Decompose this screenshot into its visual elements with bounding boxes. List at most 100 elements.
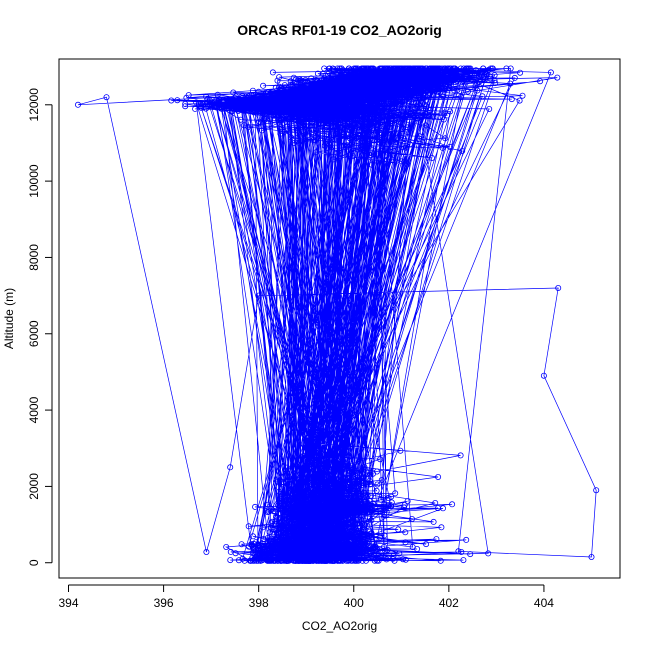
data-point [304,540,311,547]
data-point [299,119,306,126]
data-point [423,103,430,110]
data-point [267,538,274,545]
data-point [430,83,437,90]
data-point [279,539,286,546]
data-point [331,98,338,105]
data-point [229,104,236,111]
data-point [353,91,360,98]
data-point [291,79,298,86]
data-marks [75,65,600,564]
data-point [410,70,417,77]
data-point [395,118,402,125]
data-point [337,133,344,140]
data-point [385,79,392,86]
data-point [357,71,364,78]
data-point [224,98,231,105]
data-point [336,525,343,532]
data-point [368,68,375,75]
data-point [288,554,295,561]
data-point [406,141,413,148]
data-point [291,547,298,554]
data-point [555,284,562,291]
data-point [364,510,371,517]
data-point [391,82,398,89]
y-tick-label: 10000 [27,164,41,198]
data-point [463,78,470,85]
data-point [292,497,299,504]
data-point [277,117,284,124]
data-point [374,557,381,564]
data-point [239,107,246,114]
data-point [231,95,238,102]
data-point [467,65,474,72]
data-point [203,549,210,556]
data-point [359,125,366,132]
data-point [362,120,369,127]
data-point [416,133,423,140]
data-point [282,507,289,514]
data-point [464,65,471,72]
data-point [345,469,352,476]
data-point [269,518,276,525]
data-point [207,100,214,107]
data-point [304,80,311,87]
data-point [202,105,209,112]
data-point [361,82,368,89]
data-point [368,517,375,524]
data-point [414,115,421,122]
data-point [309,520,316,527]
data-point [372,543,379,550]
data-point [262,90,269,97]
data-point [430,113,437,120]
data-point [361,522,368,529]
data-point [324,128,331,135]
data-point [265,501,272,508]
data-point [250,92,257,99]
data-point [517,69,524,76]
data-point [320,526,327,533]
data-point [306,97,313,104]
data-point [511,74,518,81]
data-point [342,482,349,489]
data-point [380,137,387,144]
data-point [313,114,320,121]
data-point [316,557,323,564]
data-point [313,507,320,514]
y-tick-label: 12000 [27,88,41,122]
data-point [302,553,309,560]
data-point [378,131,385,138]
data-point [227,548,234,555]
data-point [391,557,398,564]
data-point [335,527,342,534]
data-point [353,135,360,142]
data-point [361,464,368,471]
data-point [350,489,357,496]
data-point [337,505,344,512]
data-point [460,557,467,564]
data-point [367,65,374,72]
data-point [239,555,246,562]
data-point [266,546,273,553]
data-point [289,522,296,529]
data-point [408,516,415,523]
data-point [472,67,479,74]
data-point [293,81,300,88]
data-point [266,541,273,548]
data-point [339,532,346,539]
data-point [364,92,371,99]
data-point [321,482,328,489]
data-point [344,107,351,114]
data-point [278,481,285,488]
data-point [325,65,332,72]
data-point [352,512,359,519]
data-point [320,85,327,92]
data-point [395,526,402,533]
data-point [349,138,356,145]
data-point [417,90,424,97]
data-point [396,77,403,84]
data-point [296,104,303,111]
data-point [252,100,259,107]
data-point [383,96,390,103]
data-point [314,553,321,560]
data-point [374,481,381,488]
